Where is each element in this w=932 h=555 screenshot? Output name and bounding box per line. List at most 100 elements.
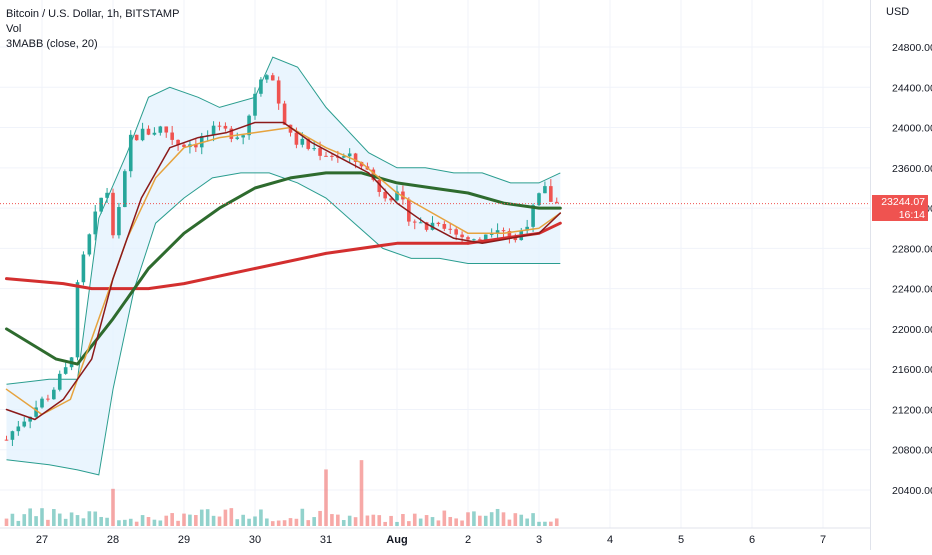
volume-bar [312,517,316,526]
volume-bar [247,518,251,526]
indicator-legend[interactable]: 3MABB (close, 20) [6,38,98,50]
candle-body [99,197,103,212]
volume-bar [182,513,186,526]
symbol-title[interactable]: Bitcoin / U.S. Dollar, 1h, BITSTAMP [6,8,180,20]
candle-body [75,282,80,358]
chart-legend: Bitcoin / U.S. Dollar, 1h, BITSTAMP Vol … [6,7,179,52]
x-tick-label: 31 [320,534,332,546]
candle-body [418,222,423,224]
volume-bar [330,514,334,526]
candle-body [472,239,476,241]
candle-body [117,207,121,236]
x-tick-label: 27 [36,534,48,546]
candle-body [235,137,240,139]
volume-bar [4,518,9,526]
volume-bar [276,520,281,526]
candle-body [194,144,198,148]
y-tick-label: 24000.00 [892,123,932,135]
volume-bar [489,512,494,526]
volume-bar [353,517,358,526]
candle-body [40,398,44,408]
currency-unit[interactable]: USD [886,6,910,18]
candle-body [211,125,216,136]
volume-bar [117,520,121,526]
volume-bar [87,511,92,526]
volume-bar [270,521,275,526]
candle-body [123,171,127,208]
candle-body [46,398,50,400]
volume-bar [52,509,56,526]
volume-bar [294,518,299,526]
last-price-tag: 23244.07 16:14 [872,195,928,221]
volume-bar [164,515,169,526]
volume-bar [537,521,541,526]
price-axis[interactable] [870,0,932,550]
volume-bar [282,520,287,526]
ma-mid-line [5,126,562,416]
volume-bar [176,520,180,526]
candle-body [223,125,228,129]
candle-body [282,103,287,125]
volume-bar [57,513,62,526]
candle-body [412,221,417,223]
y-tick-label: 24800.00 [892,42,932,54]
candle-body [495,230,500,234]
candle-body [424,222,429,230]
volume-legend[interactable]: Vol [6,23,22,35]
volume-bar [194,515,198,526]
volume-bar [424,515,429,526]
volume-bar [288,518,293,526]
volume-bar [371,514,376,526]
volume-bar [531,513,535,526]
volume-bar [412,513,417,526]
candle-body [152,132,157,135]
volume-bar [22,514,27,526]
volume-bar [460,520,464,526]
candle-body [359,161,364,167]
volume-bar [123,519,127,526]
candle-body [318,148,322,156]
candle-body [288,124,293,133]
candle-body [176,139,180,145]
last-price: 23244.07 [881,196,925,208]
candle-body [276,80,281,104]
volume-bar [128,518,133,526]
volume-bar [211,515,216,526]
candle-body [507,231,512,238]
candle-body [87,234,92,255]
y-tick-label: 22400.00 [892,284,932,296]
volume-bar [140,515,145,526]
candle-body [454,229,458,235]
volume-bar [188,514,192,526]
volume-bar [478,515,482,526]
candle-body [105,192,109,198]
volume-bar [365,515,370,526]
candle-body [81,254,86,283]
volume-bar [34,516,38,526]
candle-body [241,135,245,138]
x-tick-label: 28 [107,534,119,546]
candle-body [111,192,115,236]
x-tick-label: 6 [749,534,755,546]
volume-bar [223,509,228,526]
x-tick-label: 29 [178,534,190,546]
candle-body [543,186,547,194]
candle-body [501,230,506,232]
candle-body [34,407,38,417]
volume-bar [199,509,204,526]
volume-bar [336,514,340,526]
candle-body [306,138,311,149]
y-tick-label: 21200.00 [892,404,932,416]
volume-bar [253,516,257,526]
volume-bar [501,512,506,526]
volume-bar [306,520,311,526]
candle-body [377,179,382,192]
candle-body [259,79,263,94]
candle-body [270,75,275,81]
x-tick-label: Aug [386,534,407,546]
y-tick-label: 22800.00 [892,243,932,255]
volume-bar [359,460,364,526]
volume-bar [472,511,476,526]
